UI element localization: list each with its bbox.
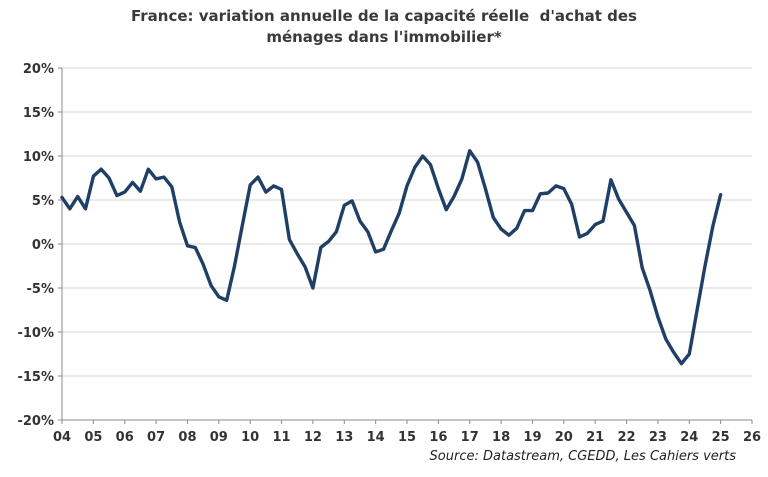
x-tick-label: 07	[147, 430, 165, 445]
x-tick-label: 09	[210, 430, 228, 445]
x-tick-label: 14	[367, 430, 385, 445]
y-tick-label: 0%	[32, 238, 54, 253]
x-tick-label: 26	[743, 430, 761, 445]
x-tick-label: 10	[241, 430, 259, 445]
x-tick-label: 11	[272, 430, 290, 445]
chart-title-line-2: ménages dans l'immobilier*	[266, 28, 502, 46]
x-tick-label: 25	[712, 430, 730, 445]
x-tick-label: 20	[555, 430, 573, 445]
x-tick-label: 17	[461, 430, 479, 445]
x-tick-label: 13	[335, 430, 353, 445]
x-tick-label: 15	[398, 430, 416, 445]
y-tick-label: 10%	[23, 150, 54, 165]
x-tick-label: 04	[53, 430, 71, 445]
x-tick-label: 06	[116, 430, 134, 445]
y-tick-label: -5%	[27, 282, 54, 297]
chart-title: France: variation annuelle de la capacit…	[0, 6, 768, 48]
x-tick-label: 21	[586, 430, 604, 445]
series-group	[60, 149, 723, 366]
x-tick-label: 12	[304, 430, 322, 445]
y-tick-label: -15%	[17, 370, 54, 385]
y-tick-label: 20%	[23, 62, 54, 77]
y-tick-label: -20%	[17, 414, 54, 429]
chart-title-line-1: France: variation annuelle de la capacit…	[131, 7, 637, 25]
x-tick-label: 23	[649, 430, 667, 445]
y-tick-label: -10%	[17, 326, 54, 341]
axes	[58, 67, 753, 424]
x-tick-label: 22	[617, 430, 635, 445]
x-tick-label: 24	[680, 430, 698, 445]
gridlines	[62, 67, 752, 421]
y-tick-label: 5%	[32, 194, 54, 209]
x-tick-label: 05	[84, 430, 102, 445]
x-tick-label: 19	[523, 430, 541, 445]
x-tick-label: 16	[429, 430, 447, 445]
x-tick-label: 18	[492, 430, 510, 445]
x-tick-label: 08	[178, 430, 196, 445]
y-tick-label: 15%	[23, 106, 54, 121]
x-tick-labels: 04 05 06 07 08 09 10 11 12 13 14 15 16 17 18 19 20 21 22 23…	[53, 430, 761, 445]
source-note: Source: Datastream, CGEDD, Les Cahiers v…	[429, 449, 736, 464]
series-line	[60, 149, 723, 366]
y-tick-labels: -20% -15% -10% -5% 0% 5% 10% 15% 20%	[17, 62, 54, 429]
